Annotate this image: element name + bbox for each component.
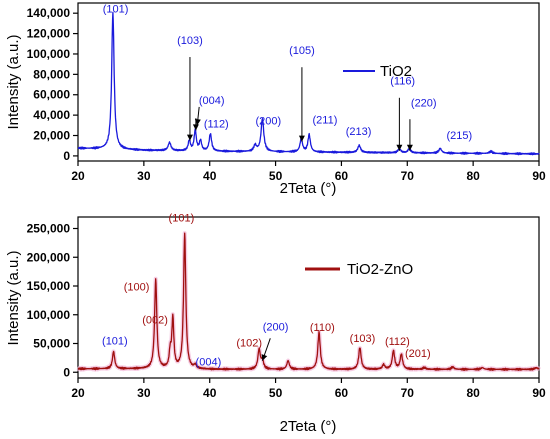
series-line	[77, 232, 540, 371]
peak-label: (116)	[390, 76, 415, 88]
y-tick-label: 20,000	[33, 129, 70, 143]
peak-label: (110)	[310, 322, 335, 334]
peak-label: (100)	[124, 282, 150, 294]
y-tick-label: 140,000	[27, 6, 71, 20]
arrow-layer	[261, 338, 271, 361]
peak-label: (004)	[199, 95, 225, 107]
annotation-arrowhead	[186, 134, 193, 141]
peak-label: (200)	[263, 322, 289, 334]
y-tick-label: 0	[63, 365, 70, 379]
spectrum-layer	[76, 231, 541, 373]
peak-label: (112)	[204, 118, 229, 130]
x-tick-label: 60	[335, 386, 349, 400]
chart-tio2: (101) (103) (004) (112) (200) (105) (211) (213)…	[5, 2, 546, 197]
x-tick-label: 40	[203, 169, 217, 183]
y-tick-label: 120,000	[27, 27, 71, 41]
legend-label-tio2-zno: TiO2-ZnO	[347, 261, 413, 278]
peak-label: (101)	[102, 336, 128, 348]
peak-label: (112)	[385, 336, 410, 348]
x-tick-label: 50	[269, 386, 283, 400]
annotation-layer: (101) (103) (004) (112) (200) (105) (211) (213)…	[103, 4, 472, 142]
y-tick-label: 40,000	[33, 108, 70, 122]
x-tick-label: 30	[137, 386, 151, 400]
plot-frame	[77, 2, 540, 162]
peak-label: (101)	[103, 4, 129, 16]
peak-label: (200)	[255, 115, 281, 127]
annotation-arrowhead	[406, 144, 413, 151]
x-tick-label: 80	[466, 169, 480, 183]
y-axis: 0 20,000 40,000 60,000 80,000 100,000 120,000 1…	[27, 6, 78, 163]
annotation-arrowhead	[298, 135, 305, 142]
peak-label: (002)	[142, 315, 168, 327]
spectrum-layer	[77, 11, 540, 156]
annotation-arrowhead	[396, 144, 403, 151]
y-tick-label: 100,000	[27, 308, 71, 322]
x-tick-label: 70	[401, 169, 415, 183]
y-tick-label: 80,000	[33, 67, 70, 81]
annotation-layer: (101) (100) (002) (101) (004) (102)(200) (110)…	[102, 213, 431, 369]
x-tick-label: 90	[532, 386, 546, 400]
x-axis: 20 30 40 50 60 70 80 90	[71, 161, 546, 183]
peak-label: (211)	[313, 114, 338, 126]
peak-label: (103)	[177, 35, 203, 47]
peak-label: (220)	[411, 97, 437, 109]
chart-tio2-zno: (101) (100) (002) (101) (004) (102)(200) (110)…	[5, 213, 546, 435]
y-tick-label: 150,000	[27, 279, 71, 293]
x-tick-label: 70	[401, 386, 415, 400]
y-tick-label: 0	[63, 149, 70, 163]
peak-label: (103)	[350, 333, 376, 345]
peak-label: (101)	[169, 213, 195, 225]
peak-label: (105)	[289, 45, 315, 57]
x-axis-title: 2Teta (°)	[280, 418, 337, 435]
x-tick-label: 90	[532, 169, 546, 183]
y-tick-label: 100,000	[27, 47, 71, 61]
y-axis-title: Intensity (a.u.)	[5, 250, 22, 345]
peak-label: (201)	[405, 348, 431, 360]
x-tick-label: 20	[71, 169, 85, 183]
x-tick-label: 40	[203, 386, 217, 400]
peak-label: (215)	[446, 130, 472, 142]
annotation-arrowhead	[192, 124, 199, 131]
y-axis-title: Intensity (a.u.)	[5, 34, 22, 129]
plot-frame	[77, 216, 540, 379]
arrow-layer	[186, 57, 413, 151]
legend-label-tio2: TiO2	[380, 63, 412, 80]
y-tick-label: 200,000	[27, 250, 71, 264]
y-tick-label: 250,000	[27, 222, 71, 236]
x-axis-title: 2Teta (°)	[280, 180, 337, 197]
x-tick-label: 30	[137, 169, 151, 183]
peak-label: (102)	[236, 338, 262, 350]
x-tick-label: 50	[269, 169, 283, 183]
annotation-arrowhead	[261, 354, 268, 361]
x-tick-label: 20	[71, 386, 85, 400]
x-axis: 20 30 40 50 60 70 80 90	[71, 378, 546, 400]
y-axis: 0 50,000 100,000 150,000 200,000 250,000	[27, 222, 78, 379]
y-tick-label: 50,000	[33, 337, 70, 351]
series-line	[77, 11, 540, 156]
x-tick-label: 80	[466, 386, 480, 400]
peak-label: (004)	[196, 357, 222, 369]
series-halo	[76, 231, 541, 373]
y-tick-label: 60,000	[33, 88, 70, 102]
x-tick-label: 60	[335, 169, 349, 183]
peak-label: (213)	[346, 126, 372, 138]
